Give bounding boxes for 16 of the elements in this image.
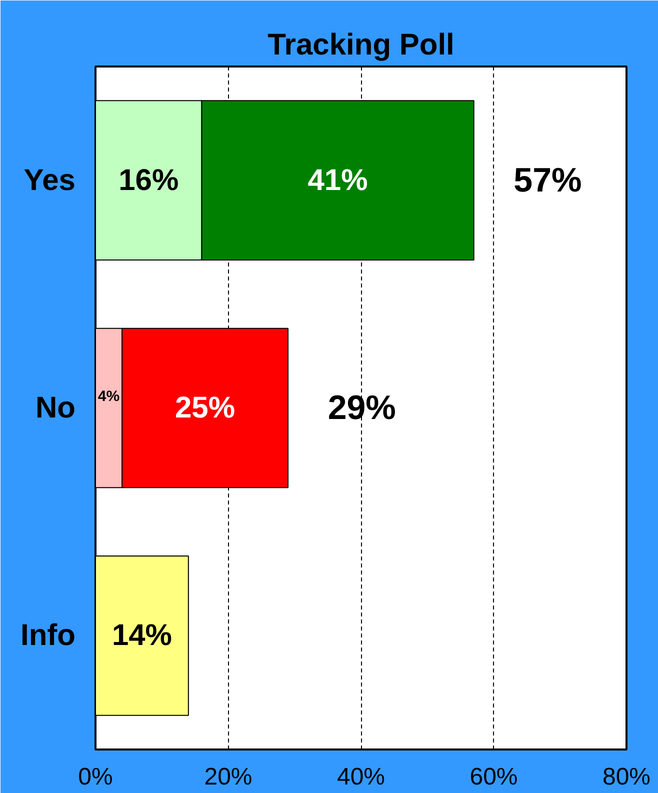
data-label: 14% <box>112 619 172 652</box>
data-label: 4% <box>98 388 120 406</box>
data-label: 16% <box>118 164 179 197</box>
y-tick-label: No <box>36 392 76 424</box>
data-label: 25% <box>174 392 236 424</box>
x-tick-label: 20% <box>204 764 252 790</box>
x-tick-label: 60% <box>470 764 518 790</box>
x-tick-label: 0% <box>78 764 113 790</box>
y-tick-label: Yes <box>24 164 76 197</box>
chart-title: Tracking Poll <box>268 28 454 62</box>
x-tick-label: 40% <box>336 764 386 790</box>
y-tick-label: Info <box>20 619 76 652</box>
total-label: 29% <box>328 389 396 427</box>
data-label: 41% <box>308 164 368 197</box>
total-label: 57% <box>514 161 582 200</box>
x-tick-label: 80% <box>602 764 651 790</box>
